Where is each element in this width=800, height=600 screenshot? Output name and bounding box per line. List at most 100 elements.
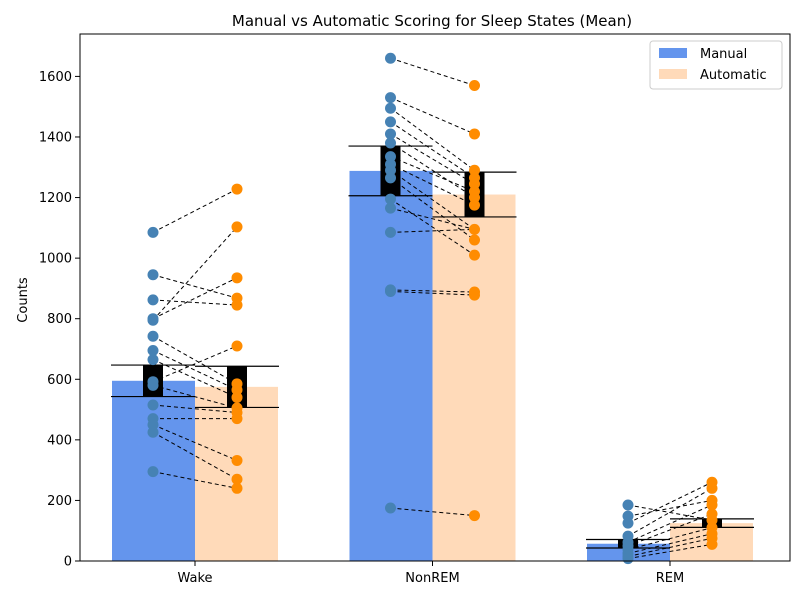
point-manual-nonrem-15 [385,502,396,514]
pair-line-rem-6 [627,527,713,550]
pair-line-wake-1 [152,274,238,299]
pair-line-nonrem-11 [390,207,475,230]
bar-automatic-nonrem [432,194,516,561]
pair-line-wake-13 [152,431,238,480]
pair-line-nonrem-5 [390,142,475,198]
point-manual-wake-12 [147,419,159,431]
pair-line-nonrem-7 [390,163,475,206]
point-manual-nonrem-14 [385,285,396,297]
point-manual-wake-4 [147,314,159,326]
pair-line-nonrem-1 [390,97,475,135]
point-manual-nonrem-9 [385,172,396,184]
y-tick-label: 600 [47,373,72,388]
pair-line-nonrem-10 [390,198,475,256]
point-automatic-nonrem-7 [469,199,480,211]
point-manual-nonrem-6 [385,151,396,163]
x-axis: Wake NonREM REM [177,561,684,586]
y-tick-label: 1000 [39,252,72,267]
point-manual-nonrem-8 [385,164,396,176]
point-manual-nonrem-10 [385,193,396,205]
point-automatic-nonrem-2 [469,164,480,176]
pair-line-wake-0 [152,188,238,233]
y-tick-label: 1600 [39,70,72,85]
pair-line-wake-14 [152,471,238,489]
point-manual-wake-5 [147,330,159,342]
pair-line-nonrem-3 [390,121,475,179]
pair-line-nonrem-8 [390,169,475,230]
y-axis-label: Counts [16,277,31,323]
pair-line-nonrem-14 [390,290,475,296]
pair-line-rem-9 [627,543,713,560]
point-manual-nonrem-11 [385,202,396,214]
x-tick-label-wake: Wake [177,571,212,586]
pair-line-wake-6 [152,350,238,391]
point-manual-wake-9 [147,379,159,391]
point-automatic-wake-5 [231,340,243,352]
pair-line-nonrem-2 [390,107,475,171]
point-automatic-wake-13 [231,473,243,485]
legend-swatch-manual [659,48,687,58]
point-automatic-nonrem-4 [469,178,480,190]
point-automatic-nonrem-10 [469,249,480,261]
point-manual-nonrem-0 [385,52,396,64]
point-automatic-nonrem-6 [469,192,480,204]
point-automatic-nonrem-0 [469,79,480,91]
pair-line-wake-10 [152,404,238,414]
point-manual-wake-0 [147,226,159,238]
point-automatic-wake-4 [231,299,243,311]
pair-line-nonrem-4 [390,133,475,185]
pair-line-rem-0 [627,504,713,521]
point-manual-nonrem-4 [385,128,396,140]
point-automatic-rem-1 [706,482,718,494]
pair-line-rem-7 [627,533,713,554]
point-manual-nonrem-12 [385,226,396,238]
pair-line-wake-3 [152,277,238,320]
legend-label-automatic: Automatic [700,68,767,83]
point-manual-nonrem-2 [385,102,396,114]
point-manual-wake-1 [147,269,159,281]
x-tick-label-nonrem: NonREM [405,571,459,586]
pair-line-wake-9 [152,384,238,409]
pair-line-rem-3 [627,487,713,537]
point-automatic-wake-14 [231,482,243,494]
point-automatic-wake-7 [231,384,243,396]
pair-line-rem-8 [627,537,713,557]
plot-frame [79,33,791,562]
point-automatic-nonrem-9 [469,234,480,246]
point-automatic-wake-0 [231,183,243,195]
pair-line-nonrem-15 [390,507,475,517]
pair-line-rem-2 [627,481,713,524]
point-manual-rem-2 [622,517,634,529]
legend-swatch-automatic [659,69,687,79]
pair-line-wake-7 [152,359,238,398]
point-manual-wake-14 [147,466,159,478]
pair-line-rem-1 [627,499,713,517]
point-automatic-wake-11 [231,413,243,425]
point-manual-wake-10 [147,399,159,411]
y-tick-label: 0 [64,555,72,570]
legend: Manual Automatic [649,40,783,90]
point-automatic-wake-2 [231,272,243,284]
point-manual-nonrem-5 [385,137,396,149]
pair-line-rem-5 [627,513,713,547]
pair-line-nonrem-6 [390,156,475,192]
point-manual-rem-0 [622,499,634,511]
point-automatic-wake-12 [231,454,243,466]
point-automatic-nonrem-12 [469,289,480,301]
point-automatic-rem-3 [706,499,718,511]
pair-line-wake-8 [152,345,238,383]
point-automatic-nonrem-8 [469,223,480,235]
pair-line-wake-4 [152,226,238,321]
point-automatic-nonrem-13 [469,510,480,522]
x-tick-label-rem: REM [656,571,684,586]
chart-title: Manual vs Automatic Scoring for Sleep St… [232,12,632,30]
pair-line-nonrem-0 [390,57,475,86]
pair-line-rem-4 [627,504,713,543]
point-automatic-rem-5 [706,514,718,526]
pair-line-nonrem-13 [390,289,475,293]
pair-line-nonrem-12 [390,228,475,233]
pair-line-wake-5 [152,335,238,385]
point-automatic-nonrem-1 [469,128,480,140]
point-manual-wake-2 [147,294,159,306]
